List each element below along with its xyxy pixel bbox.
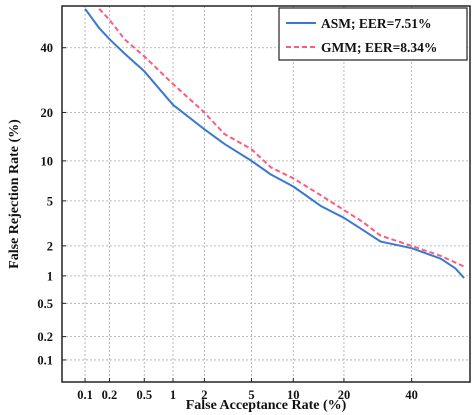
x-tick-label: 1 [170,388,176,402]
y-tick-label: 10 [41,154,54,168]
y-tick-label: 40 [41,41,54,55]
series-layer [84,8,465,279]
series-line-1 [98,8,465,268]
legend: ASM; EER=7.51% GMM; EER=8.34% [278,7,468,61]
x-tick-label: 5 [248,388,254,402]
x-tick-label: 0.5 [136,388,152,402]
x-tick-label: 40 [405,388,418,402]
y-tick-label: 1 [47,269,53,283]
y-tick-label: 0.1 [37,353,53,367]
x-tick-label: 0.2 [102,388,118,402]
x-tick-label: 10 [287,388,300,402]
y-tick-label: 0.2 [37,330,53,344]
y-axis-ticks: 0.1 0.2 0.5 1 2 5 10 20 40 [37,41,66,367]
y-axis-label: False Rejection Rate (%) [7,119,22,269]
x-axis-label: False Acceptance Rate (%) [186,398,347,413]
x-tick-label: 20 [338,388,351,402]
legend-entry-asm: ASM; EER=7.51% [321,16,431,31]
y-tick-label: 5 [47,194,53,208]
series-line-0 [84,8,465,279]
x-tick-label: 0.1 [77,388,93,402]
plot-area-frame [61,5,471,383]
y-tick-label: 0.5 [37,297,53,311]
legend-box [278,7,468,61]
y-tick-label: 20 [41,106,54,120]
grid [62,6,470,382]
legend-entry-gmm: GMM; EER=8.34% [321,40,437,55]
x-axis-ticks: 0.1 0.2 0.5 1 2 5 10 20 40 [77,378,418,402]
y-tick-label: 2 [47,239,53,253]
x-tick-label: 2 [201,388,207,402]
